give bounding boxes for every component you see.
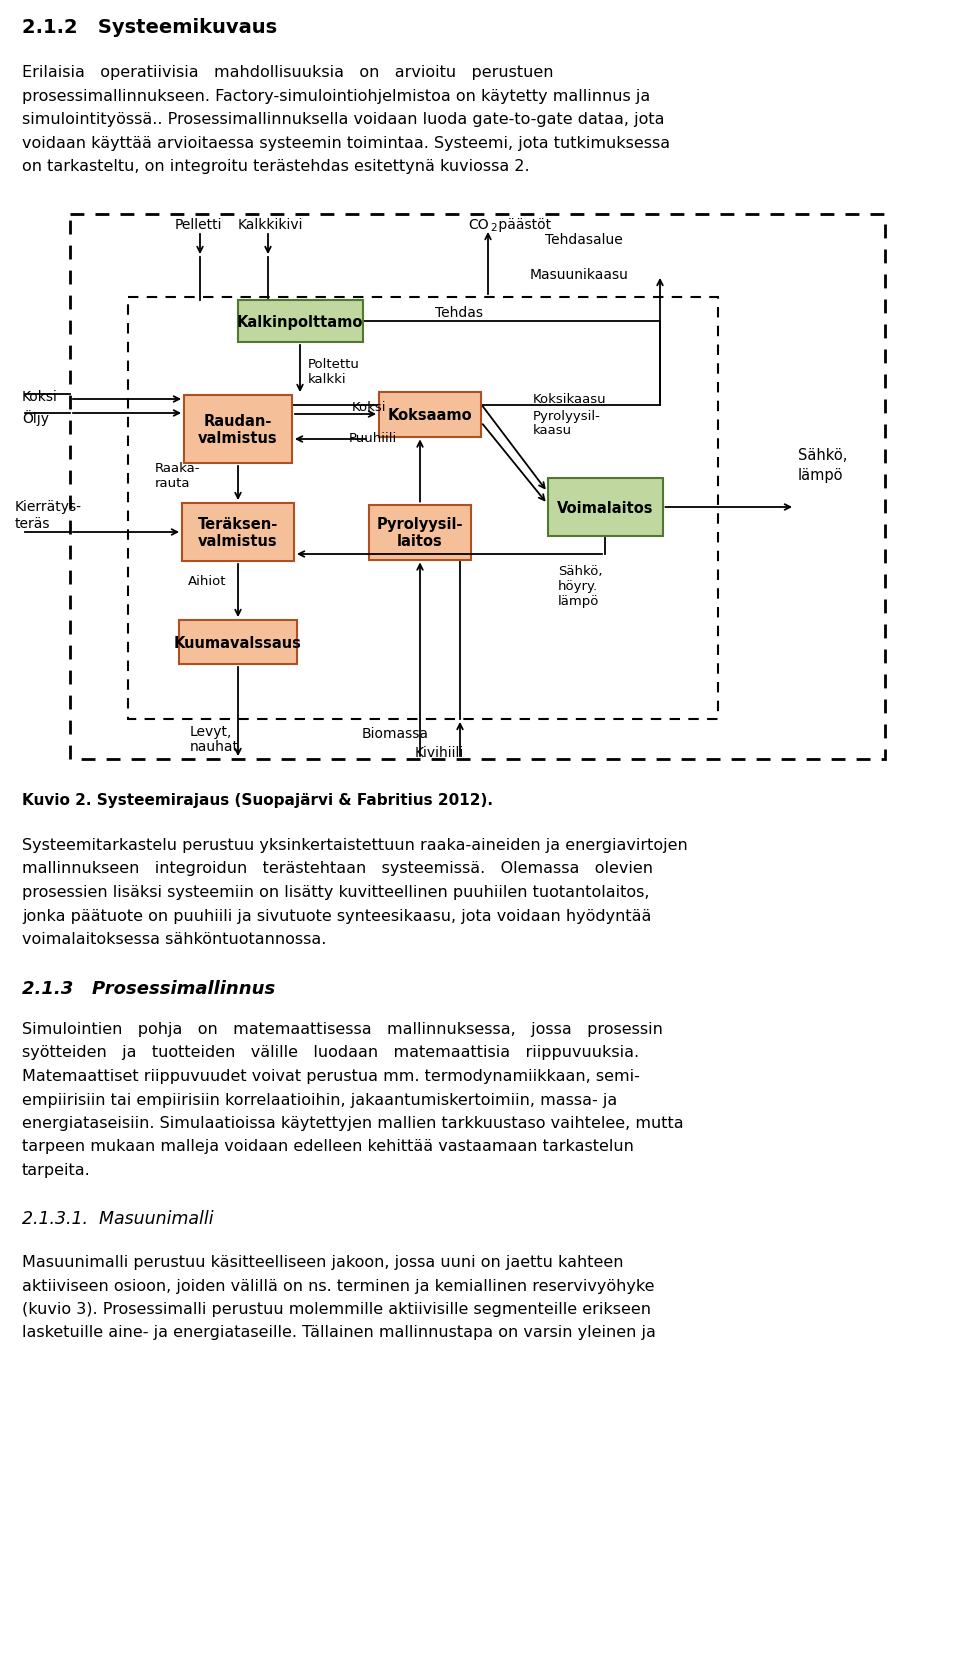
Text: Aihiot: Aihiot [188, 575, 227, 588]
Text: Raudan-
valmistus: Raudan- valmistus [198, 414, 277, 446]
Text: Matemaattiset riippuvuudet voivat perustua mm. termodynamiikkaan, semi-: Matemaattiset riippuvuudet voivat perust… [22, 1069, 640, 1084]
Bar [184, 396, 292, 464]
Bar [70, 215, 885, 759]
Text: jonka päätuote on puuhiili ja sivutuote synteesikaasu, jota voidaan hyödyntää: jonka päätuote on puuhiili ja sivutuote … [22, 908, 652, 923]
Text: Pyrolyysil-
laitos: Pyrolyysil- laitos [376, 517, 464, 548]
Text: CO: CO [468, 217, 489, 232]
Text: Tehdas: Tehdas [435, 307, 483, 320]
Text: Levyt,: Levyt, [190, 724, 232, 739]
Text: Poltettu: Poltettu [308, 358, 360, 371]
Text: Sähkö,: Sähkö, [558, 565, 603, 578]
Text: Koksi: Koksi [352, 401, 387, 414]
Text: prosessien lisäksi systeemiin on lisätty kuvitteellinen puuhiilen tuotantolaitos: prosessien lisäksi systeemiin on lisätty… [22, 885, 650, 900]
Text: empiirisiin tai empiirisiin korrelaatioihin, jakaantumiskertoimiin, massa- ja: empiirisiin tai empiirisiin korrelaatioi… [22, 1092, 617, 1107]
Text: höyry.: höyry. [558, 580, 598, 593]
Text: 2.1.3   Prosessimallinnus: 2.1.3 Prosessimallinnus [22, 979, 276, 998]
Text: Tehdasalue: Tehdasalue [545, 234, 623, 247]
Text: kalkki: kalkki [308, 373, 347, 386]
Text: Sähkö,: Sähkö, [798, 447, 848, 462]
Text: on tarkasteltu, on integroitu terästehdas esitettynä kuviossa 2.: on tarkasteltu, on integroitu terästehda… [22, 159, 530, 174]
Text: aktiiviseen osioon, joiden välillä on ns. terminen ja kemiallinen reservivyöhyke: aktiiviseen osioon, joiden välillä on ns… [22, 1278, 655, 1292]
Bar [179, 621, 297, 664]
Text: voimalaitoksessa sähköntuotannossa.: voimalaitoksessa sähköntuotannossa. [22, 931, 326, 946]
Text: Kalkinpolttamo: Kalkinpolttamo [237, 315, 363, 330]
Text: Koksikaasu: Koksikaasu [533, 393, 607, 406]
Text: Kierrätys-: Kierrätys- [15, 500, 82, 514]
Text: Erilaisia   operatiivisia   mahdollisuuksia   on   arvioitu   perustuen: Erilaisia operatiivisia mahdollisuuksia … [22, 65, 554, 80]
Text: simulointityössä.. Prosessimallinnuksella voidaan luoda gate-to-gate dataa, jota: simulointityössä.. Prosessimallinnuksell… [22, 113, 664, 128]
Text: tarpeen mukaan malleja voidaan edelleen kehittää vastaamaan tarkastelun: tarpeen mukaan malleja voidaan edelleen … [22, 1138, 634, 1153]
Text: Teräksen-
valmistus: Teräksen- valmistus [198, 517, 278, 548]
Text: syötteiden   ja   tuotteiden   välille   luodaan   matemaattisia   riippuvuuksia: syötteiden ja tuotteiden välille luodaan… [22, 1046, 639, 1060]
Text: prosessimallinnukseen. Factory-simulointiohjelmistoa on käytetty mallinnus ja: prosessimallinnukseen. Factory-simuloint… [22, 88, 650, 103]
Text: päästöt: päästöt [494, 217, 551, 232]
Text: Biomassa: Biomassa [362, 726, 429, 741]
Text: Pelletti: Pelletti [175, 217, 223, 232]
Text: rauta: rauta [155, 477, 190, 490]
Bar [128, 298, 718, 719]
Text: Masuunikaasu: Masuunikaasu [530, 268, 629, 282]
Text: Voimalaitos: Voimalaitos [557, 500, 653, 515]
Bar [182, 504, 294, 562]
Text: tarpeita.: tarpeita. [22, 1162, 91, 1176]
Text: Systeemitarkastelu perustuu yksinkertaistettuun raaka-aineiden ja energiavirtoje: Systeemitarkastelu perustuu yksinkertais… [22, 837, 687, 852]
Text: Koksaamo: Koksaamo [388, 408, 472, 423]
Text: Koksi: Koksi [22, 389, 58, 404]
Text: Pyrolyysil-: Pyrolyysil- [533, 409, 601, 423]
Text: Puuhiili: Puuhiili [349, 432, 397, 444]
Text: Kalkkikivi: Kalkkikivi [238, 217, 303, 232]
Bar [369, 505, 471, 560]
Text: Masuunimalli perustuu käsitteelliseen jakoon, jossa uuni on jaettu kahteen: Masuunimalli perustuu käsitteelliseen ja… [22, 1254, 623, 1269]
Text: 2: 2 [490, 222, 496, 234]
Text: 2.1.2   Systeemikuvaus: 2.1.2 Systeemikuvaus [22, 18, 277, 36]
Text: Kivihiili: Kivihiili [415, 746, 465, 759]
Text: nauhat: nauhat [190, 739, 239, 754]
Text: lämpö: lämpö [558, 595, 599, 608]
Text: energiataseisiin. Simulaatioissa käytettyjen mallien tarkkuustaso vaihtelee, mut: energiataseisiin. Simulaatioissa käytett… [22, 1115, 684, 1130]
Text: kaasu: kaasu [533, 424, 572, 437]
Text: Öljy: Öljy [22, 409, 49, 426]
Text: teräs: teräs [15, 517, 51, 530]
Text: Simulointien   pohja   on   matemaattisessa   mallinnuksessa,   jossa   prosessi: Simulointien pohja on matemaattisessa ma… [22, 1021, 662, 1036]
Text: lämpö: lämpö [798, 467, 844, 482]
Text: lasketuille aine- ja energiataseille. Tällainen mallinnustapa on varsin yleinen : lasketuille aine- ja energiataseille. Tä… [22, 1324, 656, 1341]
Bar [379, 393, 481, 437]
Text: Kuumavalssaus: Kuumavalssaus [174, 635, 302, 650]
Text: voidaan käyttää arvioitaessa systeemin toimintaa. Systeemi, jota tutkimuksessa: voidaan käyttää arvioitaessa systeemin t… [22, 136, 670, 151]
Bar [547, 479, 662, 537]
Text: 2.1.3.1.  Masuunimalli: 2.1.3.1. Masuunimalli [22, 1210, 214, 1228]
Bar [237, 302, 363, 343]
Text: Kuvio 2. Systeemirajaus (Suopajärvi & Fabritius 2012).: Kuvio 2. Systeemirajaus (Suopajärvi & Fa… [22, 792, 493, 807]
Text: (kuvio 3). Prosessimalli perustuu molemmille aktiivisille segmenteille erikseen: (kuvio 3). Prosessimalli perustuu molemm… [22, 1301, 651, 1316]
Text: mallinnukseen   integroidun   terästehtaan   systeemissä.   Olemassa   olevien: mallinnukseen integroidun terästehtaan s… [22, 862, 653, 877]
Text: Raaka-: Raaka- [155, 462, 201, 474]
